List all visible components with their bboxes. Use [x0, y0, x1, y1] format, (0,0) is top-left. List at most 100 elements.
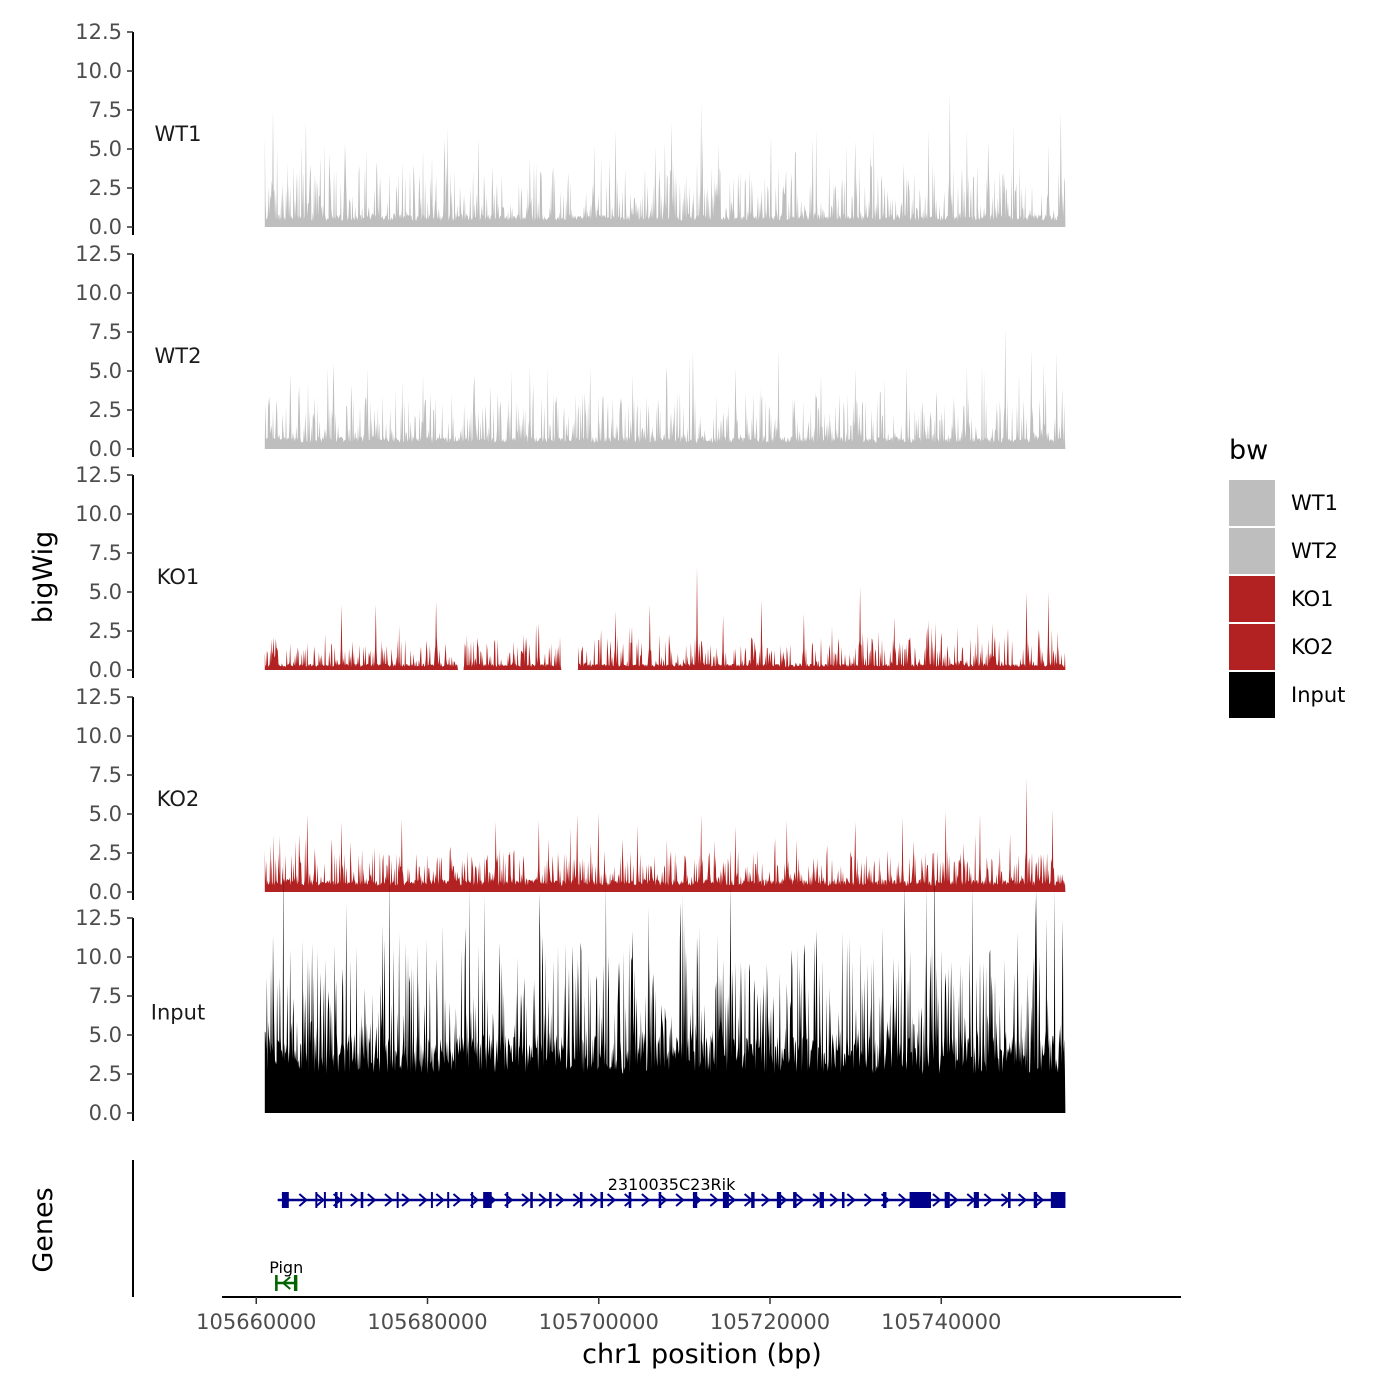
- exon: [281, 1192, 289, 1208]
- track-input: 0.0 2.5 5.0 7.5 10.0 12.5 Input: [75, 848, 1066, 1125]
- exon: [793, 1192, 797, 1208]
- track-wt1: 0.0 2.5 5.0 7.5 10.0 12.5 WT1: [75, 20, 1066, 239]
- exon: [692, 1192, 698, 1208]
- strand-arrow: [521, 1193, 531, 1207]
- exon: [293, 1275, 298, 1291]
- exon: [1008, 1192, 1011, 1208]
- track-label-ko1: KO1: [157, 565, 200, 589]
- legend-title: bw: [1229, 435, 1268, 466]
- y-tick-label: 0.0: [89, 658, 122, 682]
- track-ko1: 0.0 2.5 5.0 7.5 10.0 12.5 KO1: [75, 463, 1066, 682]
- exon: [483, 1192, 492, 1208]
- y-tick-label: 0.0: [89, 437, 122, 461]
- track-label-input: Input: [151, 1000, 205, 1024]
- legend-swatch-ko1: [1229, 576, 1275, 622]
- exon: [396, 1192, 399, 1208]
- exon: [658, 1192, 662, 1208]
- exon: [360, 1192, 364, 1208]
- gene-annotation-track: 2310035C23Rik Pign: [132, 1160, 1066, 1297]
- strand-arrow: [761, 1193, 771, 1207]
- y-tick-label: 5.0: [89, 359, 122, 383]
- y-tick-label: 5.0: [89, 1023, 122, 1047]
- strand-arrow: [315, 1193, 326, 1207]
- strand-arrow: [435, 1193, 445, 1207]
- legend-label-ko2: KO2: [1291, 635, 1334, 659]
- gene-2310035c23rik: 2310035C23Rik: [277, 1175, 1066, 1208]
- exon: [841, 1192, 845, 1208]
- track-ko2: 0.0 2.5 5.0 7.5 10.0 12.5 KO2: [75, 685, 1066, 904]
- y-tick-label: 7.5: [89, 984, 122, 1008]
- track-label-ko2: KO2: [157, 787, 200, 811]
- y-tick-label: 0.0: [89, 215, 122, 239]
- y-tick-label: 10.0: [75, 59, 122, 83]
- exon: [549, 1192, 552, 1208]
- strand-arrow: [350, 1193, 360, 1207]
- y-tick-label: 10.0: [75, 502, 122, 526]
- y-tick-label: 2.5: [89, 619, 122, 643]
- exon: [1033, 1192, 1038, 1208]
- gene-label: Pign: [269, 1258, 303, 1277]
- x-tick-label: 105720000: [710, 1310, 830, 1334]
- legend-swatch-wt1: [1229, 480, 1275, 526]
- strand-arrow: [846, 1193, 856, 1207]
- x-tick-label: 105680000: [367, 1310, 487, 1334]
- y-tick-label: 0.0: [89, 880, 122, 904]
- coverage-area-wt2: [264, 327, 1066, 449]
- x-axis-title: chr1 position (bp): [582, 1339, 822, 1370]
- y-tick-label: 7.5: [89, 763, 122, 787]
- strand-arrow: [949, 1193, 959, 1207]
- exon: [973, 1192, 979, 1208]
- strand-arrow: [726, 1193, 737, 1207]
- x-tick-label: 105740000: [881, 1310, 1001, 1334]
- x-tick-label: 105660000: [196, 1310, 316, 1334]
- coverage-area-wt1: [264, 92, 1066, 227]
- exon: [275, 1275, 278, 1291]
- exon: [944, 1192, 950, 1208]
- strand-arrow: [384, 1193, 394, 1207]
- strand-arrow: [709, 1193, 719, 1207]
- exon: [600, 1192, 604, 1208]
- y-axis-title: bigWig: [28, 531, 59, 624]
- strand-arrow: [983, 1193, 993, 1207]
- y-tick-label: 12.5: [75, 20, 122, 44]
- exon: [776, 1192, 782, 1208]
- strand-arrow: [658, 1193, 668, 1207]
- y-tick-label: 12.5: [75, 906, 122, 930]
- legend-label-ko1: KO1: [1291, 587, 1334, 611]
- exon: [819, 1192, 824, 1208]
- exon: [751, 1192, 755, 1208]
- coverage-area-ko1: [264, 567, 1066, 670]
- strand-arrow: [606, 1193, 617, 1207]
- strand-arrow: [452, 1193, 463, 1207]
- exon: [909, 1192, 931, 1208]
- strand-arrow: [589, 1193, 600, 1207]
- y-tick-label: 2.5: [89, 841, 122, 865]
- strand-arrow: [418, 1193, 428, 1207]
- y-tick-label: 2.5: [89, 398, 122, 422]
- gene-pign: Pign: [269, 1258, 303, 1291]
- track-label-wt2: WT2: [155, 344, 202, 368]
- strand-arrow: [401, 1193, 411, 1207]
- y-tick-label: 10.0: [75, 724, 122, 748]
- legend-swatch-input: [1229, 672, 1275, 718]
- legend-swatch-wt2: [1229, 528, 1275, 574]
- y-tick-label: 10.0: [75, 281, 122, 305]
- exon: [340, 1192, 343, 1208]
- gene-label: 2310035C23Rik: [608, 1175, 736, 1194]
- strand-arrow: [555, 1193, 565, 1207]
- x-tick-label: 105700000: [539, 1310, 659, 1334]
- y-tick-label: 12.5: [75, 242, 122, 266]
- exon: [628, 1192, 632, 1208]
- y-tick-label: 12.5: [75, 685, 122, 709]
- strand-arrow: [829, 1193, 839, 1207]
- strand-arrow: [624, 1193, 634, 1207]
- y-tick-label: 0.0: [89, 1101, 122, 1125]
- strand-arrow: [898, 1193, 908, 1207]
- y-tick-label: 2.5: [89, 1062, 122, 1086]
- exon: [722, 1192, 729, 1208]
- x-axis: 105660000 105680000 105700000 105720000 1057…: [196, 1296, 1181, 1334]
- strand-arrow: [778, 1193, 788, 1207]
- exon: [430, 1192, 433, 1208]
- exon: [579, 1192, 583, 1208]
- strand-arrow: [298, 1193, 308, 1207]
